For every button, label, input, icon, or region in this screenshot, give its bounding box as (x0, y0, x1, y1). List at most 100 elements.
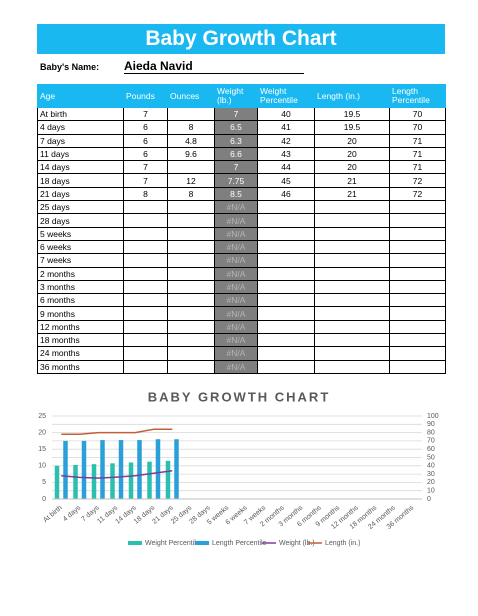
y2-tick-label: 40 (427, 463, 435, 470)
table-row: 3 months #N/A (37, 279, 446, 295)
table-cell (314, 359, 390, 374)
table-cell: 7 (123, 160, 168, 175)
legend-label: Length Percentile (212, 540, 267, 547)
table-cell (314, 346, 390, 361)
table-row: 7 weeks #N/A (37, 253, 446, 268)
table-cell (167, 160, 215, 175)
table-cell (314, 319, 390, 335)
table-cell (257, 359, 315, 374)
table-cell: 6 (123, 120, 168, 135)
table-cell: 40 (257, 106, 315, 122)
bar (54, 465, 60, 499)
y2-tick-label: 20 (427, 479, 435, 486)
table-cell (123, 279, 168, 295)
table-cell (257, 333, 315, 348)
table-cell: #N/A (214, 346, 258, 361)
table-cell: 72 (389, 173, 446, 188)
table-cell: 21 days (37, 186, 124, 202)
table-cell (167, 253, 215, 268)
table-cell: 71 (389, 160, 446, 175)
y2-tick-label: 90 (427, 421, 435, 428)
table-cell (257, 239, 315, 255)
table-cell: 7 days (37, 133, 124, 148)
table-cell: 6 (123, 133, 168, 148)
bar (137, 440, 142, 499)
table-cell (257, 200, 315, 215)
x-tick-label: At birth (42, 505, 64, 525)
table-cell: 4 days (37, 120, 124, 135)
y-tick-label: 15 (38, 446, 46, 453)
column-header: Ounces (167, 84, 215, 108)
table-cell (389, 346, 446, 361)
table-cell: #N/A (214, 266, 258, 281)
table-cell (314, 306, 390, 321)
table-cell (389, 279, 446, 295)
table-cell: 71 (389, 146, 446, 162)
table-row: 2 months #N/A (37, 266, 446, 281)
bar (100, 440, 105, 499)
table-cell: #N/A (214, 226, 258, 241)
table-cell (257, 319, 315, 335)
table-cell: 20 (314, 146, 390, 162)
table-cell (257, 253, 315, 268)
table-cell: 6 weeks (37, 239, 124, 255)
table-cell: 14 days (37, 160, 124, 175)
table-cell: 6.6 (214, 146, 258, 162)
table-cell (257, 346, 315, 361)
table-row: 9 months #N/A (37, 306, 446, 321)
table-cell (389, 226, 446, 241)
y2-tick-label: 70 (427, 438, 435, 445)
table-cell: 18 months (37, 333, 124, 348)
table-cell: #N/A (214, 213, 258, 228)
table-cell: 2 months (37, 266, 124, 281)
table-cell: #N/A (214, 306, 258, 321)
table-cell (167, 200, 215, 215)
bar (118, 440, 124, 499)
y2-tick-label: 50 (427, 454, 435, 461)
table-row: 4 days 6 8 6.5 41 19.5 70 (37, 120, 446, 135)
table-cell (257, 306, 315, 321)
table-row: 28 days #N/A (37, 213, 446, 228)
table-cell: 4.8 (167, 133, 215, 148)
table-row: 18 months #N/A (37, 333, 446, 348)
table-row: 5 weeks #N/A (37, 226, 446, 241)
table-cell: 45 (257, 173, 315, 188)
column-header: Length Percentile (389, 84, 446, 108)
table-cell: 8 (167, 120, 215, 135)
table-cell (123, 213, 168, 228)
table-cell (314, 279, 390, 295)
y2-tick-label: 0 (427, 496, 431, 503)
name-label: Baby's Name: (40, 62, 100, 72)
table-cell: 8 (123, 186, 168, 202)
table-cell: 7 (214, 106, 258, 122)
table-cell: 28 days (37, 213, 124, 228)
column-header: Length (in.) (314, 84, 390, 108)
table-cell (257, 279, 315, 295)
table-cell (167, 279, 215, 295)
table-cell (314, 226, 390, 241)
bar (73, 464, 78, 499)
y-tick-label: 0 (42, 496, 46, 503)
y2-tick-label: 80 (427, 429, 435, 436)
table-cell (389, 266, 446, 281)
title: Baby Growth Chart (37, 24, 445, 54)
table-cell (123, 239, 168, 255)
table-cell (389, 333, 446, 348)
table-row: 11 days 6 9.6 6.6 43 20 71 (37, 146, 446, 162)
line (61, 470, 173, 479)
bar (110, 463, 115, 499)
table-cell: #N/A (214, 359, 258, 374)
table-cell: 6 months (37, 293, 124, 308)
line (61, 428, 173, 436)
y-tick-label: 25 (38, 413, 46, 420)
table-cell: 8.5 (214, 186, 258, 202)
legend-swatch (128, 541, 142, 545)
chart-title: BABY GROWTH CHART (148, 389, 331, 404)
table-cell: #N/A (214, 333, 258, 348)
table-cell: 43 (257, 146, 315, 162)
table-cell: 71 (389, 133, 446, 148)
table-cell (167, 266, 215, 281)
table-cell (167, 359, 215, 374)
table-row: 12 months #N/A (37, 319, 446, 335)
